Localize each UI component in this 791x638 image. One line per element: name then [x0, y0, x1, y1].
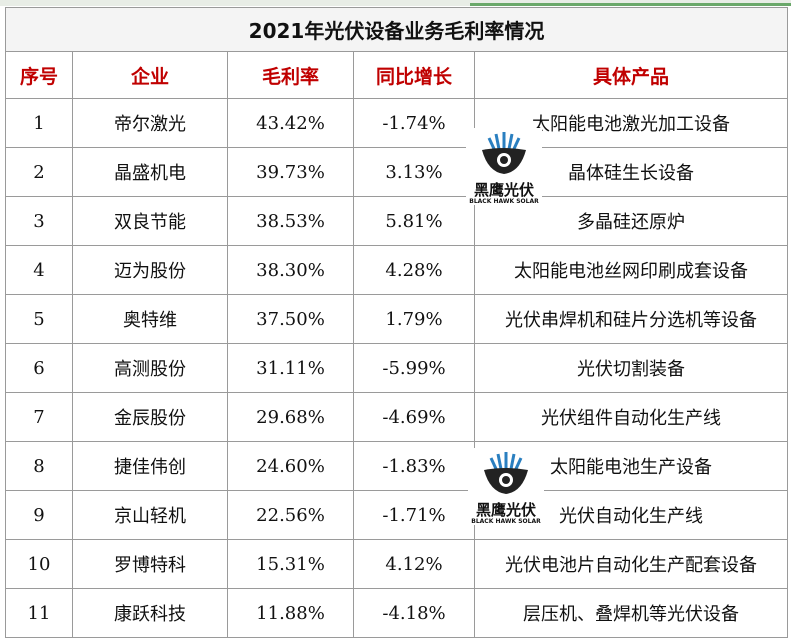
cell-company: 金辰股份	[72, 392, 228, 442]
cell-gross-margin: 43.42%	[227, 98, 354, 148]
watermark: 黑鹰光伏 BLACK HAWK SOLAR	[466, 128, 542, 205]
cell-product: 光伏切割装备	[473, 343, 789, 393]
cell-company: 高测股份	[72, 343, 228, 393]
cell-index: 3	[5, 196, 73, 246]
sheet-top-bar	[0, 0, 791, 6]
header-product: 具体产品	[473, 51, 789, 99]
table-row: 11 康跃科技 11.88% -4.18% 层压机、叠焊机等光伏设备	[5, 588, 789, 638]
cell-gross-margin: 11.88%	[227, 588, 354, 638]
cell-gross-margin: 39.73%	[227, 147, 354, 197]
cell-gross-margin: 31.11%	[227, 343, 354, 393]
table-row: 4 迈为股份 38.30% 4.28% 太阳能电池丝网印刷成套设备	[5, 245, 789, 295]
cell-company: 迈为股份	[72, 245, 228, 295]
cell-yoy-change: -1.74%	[353, 98, 475, 148]
cell-gross-margin: 38.30%	[227, 245, 354, 295]
gross-margin-table: 2021年光伏设备业务毛利率情况 序号 企业 毛利率 同比增长 具体产品 1 帝尔激光 43…	[4, 7, 789, 638]
cell-product: 层压机、叠焊机等光伏设备	[473, 588, 789, 638]
table-row: 2 晶盛机电 39.73% 3.13% 晶体硅生长设备	[5, 147, 789, 197]
hawk-logo-icon	[482, 132, 526, 174]
table-row: 9 京山轻机 22.56% -1.71% 光伏自动化生产线	[5, 490, 789, 540]
cell-index: 10	[5, 539, 73, 589]
cell-gross-margin: 15.31%	[227, 539, 354, 589]
cell-company: 京山轻机	[72, 490, 228, 540]
cell-index: 11	[5, 588, 73, 638]
cell-company: 双良节能	[72, 196, 228, 246]
cell-index: 9	[5, 490, 73, 540]
cell-company: 罗博特科	[72, 539, 228, 589]
cell-index: 4	[5, 245, 73, 295]
cell-gross-margin: 29.68%	[227, 392, 354, 442]
cell-yoy-change: -1.83%	[353, 441, 475, 491]
cell-company: 捷佳伟创	[72, 441, 228, 491]
table-row: 3 双良节能 38.53% 5.81% 多晶硅还原炉	[5, 196, 789, 246]
header-yoy-change: 同比增长	[353, 51, 475, 99]
cell-yoy-change: 1.79%	[353, 294, 475, 344]
cell-company: 康跃科技	[72, 588, 228, 638]
cell-company: 晶盛机电	[72, 147, 228, 197]
cell-company: 帝尔激光	[72, 98, 228, 148]
cell-gross-margin: 22.56%	[227, 490, 354, 540]
table-title: 2021年光伏设备业务毛利率情况	[4, 7, 789, 52]
cell-gross-margin: 37.50%	[227, 294, 354, 344]
cell-index: 1	[5, 98, 73, 148]
table-row: 1 帝尔激光 43.42% -1.74% 太阳能电池激光加工设备	[5, 98, 789, 148]
table-row: 7 金辰股份 29.68% -4.69% 光伏组件自动化生产线	[5, 392, 789, 442]
cell-index: 5	[5, 294, 73, 344]
cell-yoy-change: -4.18%	[353, 588, 475, 638]
cell-yoy-change: 4.28%	[353, 245, 475, 295]
watermark: 黑鹰光伏 BLACK HAWK SOLAR	[468, 448, 544, 525]
cell-index: 2	[5, 147, 73, 197]
cell-index: 8	[5, 441, 73, 491]
cell-company: 奥特维	[72, 294, 228, 344]
table-row: 5 奥特维 37.50% 1.79% 光伏串焊机和硅片分选机等设备	[5, 294, 789, 344]
cell-product: 太阳能电池丝网印刷成套设备	[473, 245, 789, 295]
cell-yoy-change: -1.71%	[353, 490, 475, 540]
cell-product: 光伏电池片自动化生产配套设备	[473, 539, 789, 589]
cell-index: 7	[5, 392, 73, 442]
cell-gross-margin: 24.60%	[227, 441, 354, 491]
header-gross-margin: 毛利率	[227, 51, 354, 99]
table-row: 10 罗博特科 15.31% 4.12% 光伏电池片自动化生产配套设备	[5, 539, 789, 589]
cell-product: 光伏串焊机和硅片分选机等设备	[473, 294, 789, 344]
table-row: 8 捷佳伟创 24.60% -1.83% 太阳能电池生产设备	[5, 441, 789, 491]
cell-index: 6	[5, 343, 73, 393]
cell-yoy-change: 4.12%	[353, 539, 475, 589]
cell-yoy-change: 3.13%	[353, 147, 475, 197]
header-company: 企业	[72, 51, 228, 99]
cell-product: 光伏组件自动化生产线	[473, 392, 789, 442]
cell-yoy-change: -5.99%	[353, 343, 475, 393]
table-row: 6 高测股份 31.11% -5.99% 光伏切割装备	[5, 343, 789, 393]
hawk-logo-icon	[484, 452, 528, 494]
header-index: 序号	[5, 51, 73, 99]
cell-yoy-change: -4.69%	[353, 392, 475, 442]
cell-gross-margin: 38.53%	[227, 196, 354, 246]
cell-yoy-change: 5.81%	[353, 196, 475, 246]
